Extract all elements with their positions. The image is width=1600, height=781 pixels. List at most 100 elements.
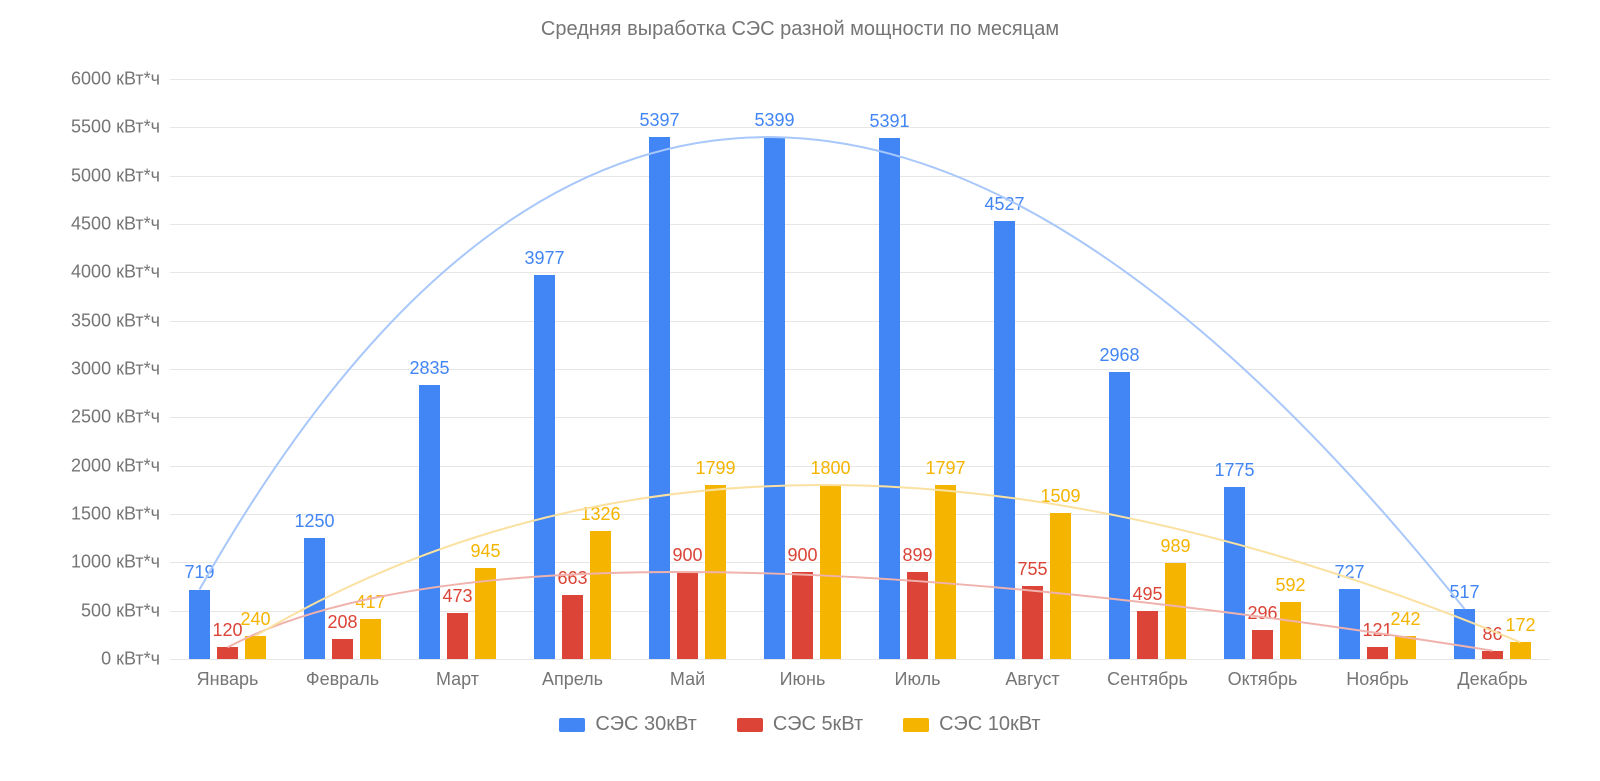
bar-label-s10: 989: [1160, 536, 1190, 557]
bar-label-s30: 5397: [639, 110, 679, 131]
bar-label-s30: 3977: [524, 248, 564, 269]
bar-s10: [1395, 636, 1416, 659]
bar-label-s10: 592: [1275, 575, 1305, 596]
bar-s30: [764, 137, 785, 659]
bar-s10: [245, 636, 266, 659]
bar-label-s5: 755: [1017, 559, 1047, 580]
legend-label: СЭС 5кВт: [773, 713, 863, 736]
bar-s5: [792, 572, 813, 659]
bar-label-s10: 1799: [695, 458, 735, 479]
bar-s10: [935, 485, 956, 659]
bar-s10: [1050, 513, 1071, 659]
bar-s10: [1510, 642, 1531, 659]
y-axis-label: 3000 кВт*ч: [0, 359, 160, 380]
bar-s30: [189, 590, 210, 660]
bar-s30: [649, 137, 670, 659]
bar-label-s5: 86: [1482, 624, 1502, 645]
gridline: [170, 417, 1550, 418]
bar-s5: [1137, 611, 1158, 659]
y-axis-label: 1000 кВт*ч: [0, 552, 160, 573]
gridline: [170, 369, 1550, 370]
legend-swatch: [559, 718, 585, 732]
bar-s5: [562, 595, 583, 659]
bar-s10: [360, 619, 381, 659]
bar-s5: [1482, 651, 1503, 659]
gridline: [170, 79, 1550, 80]
bar-label-s5: 899: [902, 545, 932, 566]
bar-s30: [879, 138, 900, 659]
bar-s30: [1454, 609, 1475, 659]
gridline: [170, 176, 1550, 177]
bar-s5: [447, 613, 468, 659]
x-axis-label: Январь: [197, 669, 259, 690]
bar-label-s5: 495: [1132, 584, 1162, 605]
bar-label-s5: 473: [442, 586, 472, 607]
gridline: [170, 224, 1550, 225]
x-axis-label: Март: [436, 669, 479, 690]
bar-label-s5: 121: [1362, 620, 1392, 641]
x-axis-label: Февраль: [306, 669, 379, 690]
bar-s5: [1367, 647, 1388, 659]
chart-area: Январь719120240Февраль1250208417Март2835…: [0, 49, 1600, 709]
bar-label-s10: 1800: [810, 458, 850, 479]
bar-s5: [1252, 630, 1273, 659]
bar-s10: [590, 531, 611, 659]
legend-item-s10: СЭС 10кВт: [903, 713, 1040, 736]
x-axis-label: Июнь: [780, 669, 826, 690]
bar-label-s30: 4527: [984, 194, 1024, 215]
legend: СЭС 30кВт СЭС 5кВт СЭС 10кВт: [0, 709, 1600, 736]
bar-s30: [534, 275, 555, 659]
bar-label-s10: 242: [1390, 609, 1420, 630]
y-axis-label: 2000 кВт*ч: [0, 455, 160, 476]
bar-label-s30: 727: [1334, 562, 1364, 583]
bar-s5: [1022, 586, 1043, 659]
gridline: [170, 514, 1550, 515]
x-axis-label: Май: [670, 669, 705, 690]
bar-label-s30: 2835: [409, 358, 449, 379]
bar-label-s5: 120: [212, 620, 242, 641]
bar-s10: [705, 485, 726, 659]
gridline: [170, 272, 1550, 273]
bar-label-s10: 172: [1505, 615, 1535, 636]
bar-label-s30: 719: [184, 562, 214, 583]
chart-title: Средняя выработка СЭС разной мощности по…: [0, 0, 1600, 49]
bar-s5: [907, 572, 928, 659]
bar-s30: [304, 538, 325, 659]
legend-label: СЭС 30кВт: [595, 713, 696, 736]
bar-label-s30: 517: [1449, 582, 1479, 603]
x-axis-label: Апрель: [542, 669, 603, 690]
gridline: [170, 466, 1550, 467]
bar-label-s30: 2968: [1099, 345, 1139, 366]
legend-swatch: [903, 718, 929, 732]
bar-s10: [820, 485, 841, 659]
bar-s10: [1165, 563, 1186, 659]
gridline: [170, 127, 1550, 128]
bar-s30: [1109, 372, 1130, 659]
legend-item-s5: СЭС 5кВт: [737, 713, 863, 736]
bar-label-s5: 900: [787, 545, 817, 566]
bar-s5: [217, 647, 238, 659]
bar-label-s30: 1250: [294, 511, 334, 532]
y-axis-label: 4500 кВт*ч: [0, 214, 160, 235]
legend-item-s30: СЭС 30кВт: [559, 713, 696, 736]
x-axis-label: Декабрь: [1457, 669, 1527, 690]
bar-s30: [994, 221, 1015, 659]
y-axis-label: 5000 кВт*ч: [0, 165, 160, 186]
bar-label-s10: 240: [240, 609, 270, 630]
bar-s5: [677, 572, 698, 659]
bar-label-s10: 417: [355, 592, 385, 613]
y-axis-label: 6000 кВт*ч: [0, 69, 160, 90]
x-axis-label: Июль: [895, 669, 941, 690]
y-axis-label: 3500 кВт*ч: [0, 310, 160, 331]
y-axis-label: 4000 кВт*ч: [0, 262, 160, 283]
legend-label: СЭС 10кВт: [939, 713, 1040, 736]
bar-label-s10: 1509: [1040, 486, 1080, 507]
bar-label-s5: 900: [672, 545, 702, 566]
y-axis-label: 500 кВт*ч: [0, 600, 160, 621]
y-axis-label: 2500 кВт*ч: [0, 407, 160, 428]
y-axis-label: 1500 кВт*ч: [0, 504, 160, 525]
plot-area: Январь719120240Февраль1250208417Март2835…: [170, 79, 1550, 659]
bar-label-s10: 1326: [580, 504, 620, 525]
bar-label-s5: 663: [557, 568, 587, 589]
bar-s10: [475, 568, 496, 659]
